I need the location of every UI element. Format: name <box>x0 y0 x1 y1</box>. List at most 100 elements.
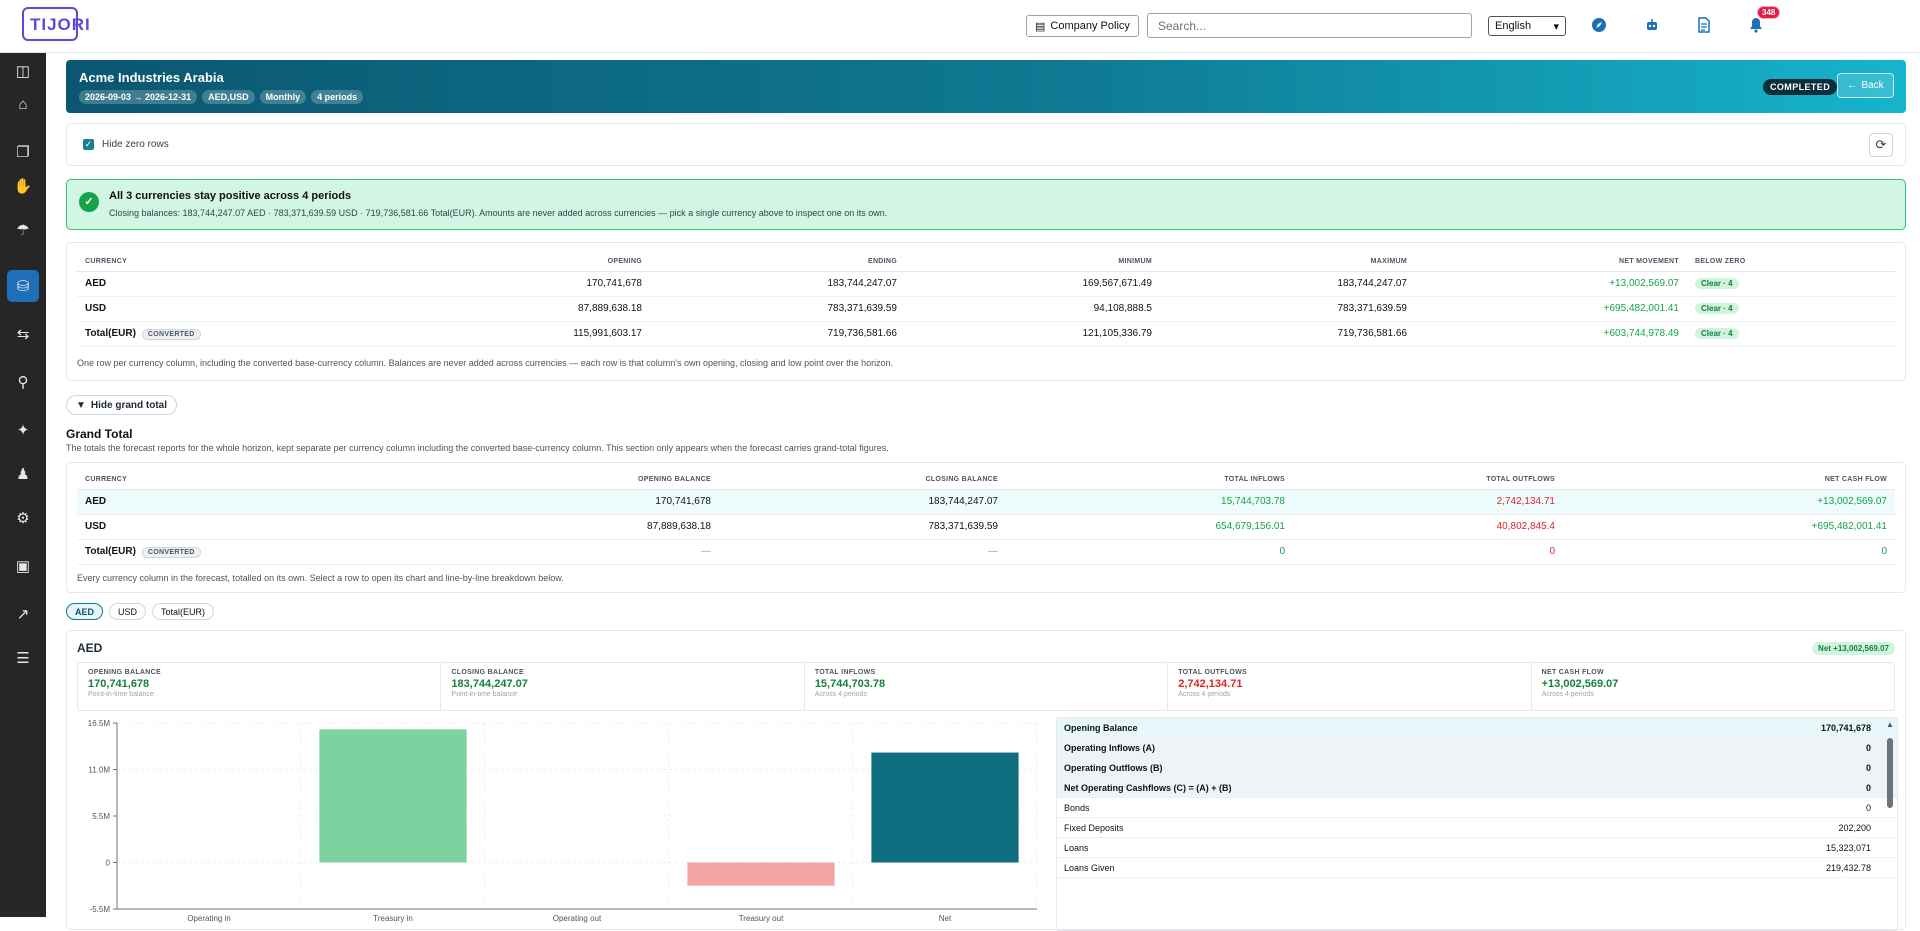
table-row[interactable]: Total(EUR)CONVERTED — — 0 0 0 <box>77 539 1895 564</box>
breakdown-label: Operating Outflows (B) <box>1064 763 1163 773</box>
breakdown-row[interactable]: Operating Outflows (B) 0 <box>1057 758 1897 778</box>
maximum-cell: 719,736,581.66 <box>1160 321 1415 346</box>
outflows-cell: 40,802,845.4 <box>1293 514 1563 539</box>
cash-forecast-icon[interactable]: ⛁ <box>7 270 39 302</box>
stat-value: +13,002,569.07 <box>1542 678 1884 690</box>
currency-name: USD <box>85 303 106 314</box>
hide-zero-label[interactable]: Hide zero rows <box>102 139 169 150</box>
table-row[interactable]: USD 87,889,638.18 783,371,639.59 654,679… <box>77 514 1895 539</box>
stat-label: NET CASH FLOW <box>1542 669 1884 676</box>
language-select[interactable]: English ▾ <box>1488 16 1566 36</box>
net-movement-cell: +13,002,569.07 <box>1415 271 1687 296</box>
grand-total-card: CURRENCY OPENING BALANCE CLOSING BALANCE… <box>66 462 1906 593</box>
col-net-movement: NET MOVEMENT <box>1415 253 1687 271</box>
network-icon[interactable]: ⚲ <box>7 366 39 398</box>
umbrella-icon[interactable]: ☂ <box>7 214 39 246</box>
stat-label: TOTAL INFLOWS <box>815 669 1157 676</box>
breakdown-row[interactable]: Net Operating Cashflows (C) = (A) + (B)0 <box>1057 778 1897 798</box>
scroll-up-icon[interactable]: ▲ <box>1886 720 1894 729</box>
currency-name: AED <box>85 496 106 507</box>
y-tick-label: 11.0M <box>88 766 110 775</box>
col-maximum: MAXIMUM <box>1160 253 1415 271</box>
app-logo[interactable]: TIJORI <box>22 7 78 41</box>
table-row[interactable]: AED 170,741,678 183,744,247.07 15,744,70… <box>77 489 1895 514</box>
tab-usd[interactable]: USD <box>109 603 146 620</box>
inflows-cell: 654,679,156.01 <box>1006 514 1293 539</box>
opening-cell: 87,889,638.18 <box>307 296 650 321</box>
chevron-down-icon: ▾ <box>1553 20 1559 33</box>
outflows-cell: 2,742,134.71 <box>1293 489 1563 514</box>
sidebar-toggle-icon[interactable]: ◫ <box>7 55 39 87</box>
handshake-icon[interactable]: ✦ <box>7 414 39 446</box>
y-tick-label: 0 <box>106 859 111 868</box>
stat-sub: Point-in-time balance <box>88 691 430 698</box>
breakdown-value: 0 <box>1866 763 1871 773</box>
triangle-down-icon: ▼ <box>76 400 86 411</box>
main-content: Acme Industries Arabia 2026-09-03 → 2026… <box>46 53 1920 917</box>
opening-balance-cell: — <box>377 539 719 564</box>
opening-balance-cell: 87,889,638.18 <box>377 514 719 539</box>
user-icon[interactable]: ♟ <box>7 458 39 490</box>
col-total-inflows: TOTAL INFLOWS <box>1006 471 1293 489</box>
hand-coin-icon[interactable]: ✋ <box>7 170 39 202</box>
x-tick-label: Treasury out <box>739 914 784 923</box>
stat-sub: Across 4 periods <box>1178 691 1520 698</box>
tab-total-eur[interactable]: Total(EUR) <box>152 603 214 620</box>
hide-zero-checkbox[interactable]: ✓ <box>83 139 94 150</box>
breakdown-value: 219,432.78 <box>1826 863 1871 873</box>
net-movement-cell: +695,482,001.41 <box>1415 296 1687 321</box>
back-button[interactable]: ← Back <box>1837 73 1894 98</box>
ending-cell: 719,736,581.66 <box>650 321 905 346</box>
tab-aed[interactable]: AED <box>66 603 103 620</box>
database-icon[interactable]: ☰ <box>7 642 39 674</box>
search-input[interactable] <box>1147 13 1472 38</box>
table-row: Total(EUR)CONVERTED 115,991,603.17 719,7… <box>77 321 1895 346</box>
stat-net-cash-flow: NET CASH FLOW +13,002,569.07 Across 4 pe… <box>1532 663 1894 710</box>
clear-badge: Clear · 4 <box>1695 328 1739 339</box>
net-cash-flow-cell: 0 <box>1563 539 1895 564</box>
breakdown-label: Fixed Deposits <box>1064 823 1124 833</box>
trend-icon[interactable]: ↗ <box>7 598 39 630</box>
report-icon[interactable]: ▣ <box>7 550 39 582</box>
document-icon[interactable] <box>1695 16 1713 34</box>
net-cash-flow-cell: +13,002,569.07 <box>1563 489 1895 514</box>
banner-title: All 3 currencies stay positive across 4 … <box>109 190 351 202</box>
stat-value: 170,741,678 <box>88 678 430 690</box>
below-zero-cell: Clear · 4 <box>1687 296 1895 321</box>
breakdown-row[interactable]: Operating Inflows (A)0 <box>1057 738 1897 758</box>
home-icon[interactable]: ⌂ <box>7 88 39 120</box>
summary-note: One row per currency column, including t… <box>77 358 893 368</box>
frequency-chip: Monthly <box>260 90 307 104</box>
documents-icon[interactable]: ❐ <box>7 136 39 168</box>
currency-name: Total(EUR) <box>85 328 136 339</box>
robot-icon[interactable] <box>1643 16 1661 34</box>
bar-treasury-out <box>687 863 834 886</box>
company-policy-button[interactable]: ▤ Company Policy <box>1026 15 1139 37</box>
opening-balance-cell: 170,741,678 <box>377 489 719 514</box>
payments-icon[interactable]: ⇆ <box>7 318 39 350</box>
col-currency: CURRENCY <box>77 253 307 271</box>
refresh-button[interactable]: ⟳ <box>1869 133 1893 157</box>
user-settings-icon[interactable]: ⚙ <box>7 502 39 534</box>
net-badge: Net +13,002,569.07 <box>1812 642 1895 655</box>
stat-sub: Across 4 periods <box>1542 691 1884 698</box>
outflows-cell: 0 <box>1293 539 1563 564</box>
hide-grand-total-button[interactable]: ▼ Hide grand total <box>66 395 177 415</box>
y-tick-label: -5.5M <box>90 905 111 914</box>
maximum-cell: 183,744,247.07 <box>1160 271 1415 296</box>
ending-cell: 183,744,247.07 <box>650 271 905 296</box>
scrollbar[interactable]: ▲ <box>1885 720 1895 930</box>
compass-icon[interactable] <box>1590 16 1608 34</box>
breakdown-value: 0 <box>1866 743 1871 753</box>
x-tick-label: Net <box>939 914 952 923</box>
scrollbar-thumb[interactable] <box>1887 738 1893 808</box>
closing-balance-cell: — <box>719 539 1006 564</box>
maximum-cell: 783,371,639.59 <box>1160 296 1415 321</box>
clear-badge: Clear · 4 <box>1695 303 1739 314</box>
breakdown-label: Bonds <box>1064 803 1090 813</box>
